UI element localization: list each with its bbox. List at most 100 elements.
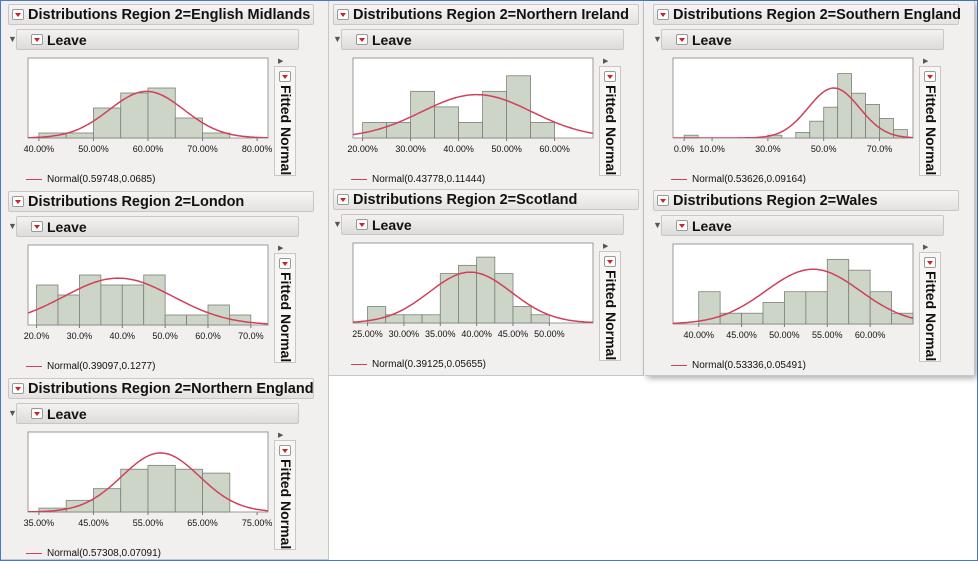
histogram-bar [120, 92, 149, 139]
x-tick-label: 50.0% [811, 144, 837, 154]
x-tick-label: 70.0% [238, 331, 264, 341]
fit-menu-button[interactable] [279, 71, 291, 82]
report-menu-button[interactable] [337, 9, 349, 20]
report-menu-button[interactable] [12, 9, 24, 20]
expand-arrow-icon[interactable]: ▶ [923, 58, 929, 65]
x-tick-label: 60.00% [133, 144, 164, 154]
histogram-bar [698, 291, 721, 325]
collapse-triangle-icon[interactable]: ▼ [8, 34, 17, 44]
report-header[interactable]: Distributions Region 2=Northern Ireland [333, 4, 639, 25]
variable-header[interactable]: Leave [661, 215, 944, 236]
collapse-triangle-icon[interactable]: ▼ [8, 408, 17, 418]
fit-menu-button[interactable] [279, 258, 291, 269]
legend-text: Normal(0.39097,0.1277) [47, 361, 156, 372]
report-header[interactable]: Distributions Region 2=London [8, 191, 314, 212]
report-menu-button[interactable] [337, 194, 349, 205]
fit-menu-button[interactable] [604, 71, 616, 82]
report-header[interactable]: Distributions Region 2=Northern England [8, 378, 314, 399]
fitted-normal-outline[interactable]: Fitted Normal [599, 66, 621, 176]
distribution-report: Distributions Region 2=Northern Ireland ▼… [331, 4, 643, 190]
histogram-bar [207, 304, 230, 326]
expand-arrow-icon[interactable]: ▶ [923, 244, 929, 251]
fitted-normal-outline[interactable]: Fitted Normal [599, 251, 621, 361]
expand-arrow-icon[interactable]: ▶ [278, 432, 284, 439]
variable-name: Leave [692, 31, 732, 48]
variable-menu-button[interactable] [676, 220, 688, 231]
fitted-normal-outline[interactable]: Fitted Normal [274, 253, 296, 363]
variable-header[interactable]: Leave [341, 214, 624, 235]
report-menu-button[interactable] [12, 383, 24, 394]
variable-header[interactable]: Leave [16, 403, 299, 424]
fitted-normal-curve [353, 93, 593, 136]
variable-menu-button[interactable] [356, 219, 368, 230]
variable-menu-button[interactable] [31, 221, 43, 232]
histogram-bar [494, 273, 514, 324]
histogram-bar [809, 120, 825, 139]
variable-menu-button[interactable] [31, 408, 43, 419]
variable-name: Leave [47, 218, 87, 235]
x-tick-label: 70.00% [187, 144, 218, 154]
report-header[interactable]: Distributions Region 2=English Midlands [8, 4, 314, 25]
legend-line-swatch [671, 365, 687, 366]
collapse-triangle-icon[interactable]: ▼ [653, 220, 662, 230]
x-tick-label: 60.00% [539, 144, 570, 154]
histogram-bar [439, 273, 459, 324]
variable-menu-button[interactable] [356, 34, 368, 45]
histogram-bar [403, 314, 423, 324]
report-header[interactable]: Distributions Region 2=Southern England [653, 4, 961, 25]
histogram-bar [762, 302, 785, 325]
variable-header[interactable]: Leave [661, 29, 944, 50]
histogram-bar [229, 314, 252, 326]
fit-legend: Normal(0.39097,0.1277) [26, 361, 155, 372]
x-tick-label: 10.0% [699, 144, 725, 154]
expand-arrow-icon[interactable]: ▶ [603, 58, 609, 65]
variable-header[interactable]: Leave [16, 216, 299, 237]
fit-menu-button[interactable] [924, 257, 936, 268]
histogram-bar [434, 106, 459, 139]
x-tick-label: 55.00% [812, 330, 843, 340]
histogram-bar [848, 269, 871, 325]
variable-menu-button[interactable] [31, 34, 43, 45]
histogram-bar [202, 472, 231, 513]
x-tick-label: 50.00% [534, 329, 565, 339]
variable-name: Leave [47, 405, 87, 422]
collapse-triangle-icon[interactable]: ▼ [333, 34, 342, 44]
fitted-normal-outline[interactable]: Fitted Normal [919, 252, 941, 362]
fitted-normal-outline[interactable]: Fitted Normal [274, 440, 296, 550]
fit-menu-button[interactable] [924, 71, 936, 82]
fit-legend: Normal(0.57308,0.07091) [26, 548, 161, 559]
histogram-bar [93, 488, 122, 513]
fit-menu-button[interactable] [279, 445, 291, 456]
x-tick-label: 75.00% [242, 518, 273, 528]
histogram-bar [837, 73, 853, 139]
report-menu-button[interactable] [657, 9, 669, 20]
report-title: Distributions Region 2=London [28, 193, 245, 210]
expand-arrow-icon[interactable]: ▶ [278, 58, 284, 65]
fit-menu-button[interactable] [604, 256, 616, 267]
expand-arrow-icon[interactable]: ▶ [278, 245, 284, 252]
report-header[interactable]: Distributions Region 2=Wales [653, 190, 959, 211]
expand-arrow-icon[interactable]: ▶ [603, 243, 609, 250]
report-title: Distributions Region 2=Northern Ireland [353, 6, 629, 23]
fitted-normal-outline[interactable]: Fitted Normal [919, 66, 941, 176]
report-header[interactable]: Distributions Region 2=Scotland [333, 189, 639, 210]
fitted-normal-outline[interactable]: Fitted Normal [274, 66, 296, 176]
variable-header[interactable]: Leave [16, 29, 299, 50]
x-tick-label: 80.00% [242, 144, 273, 154]
x-tick-label: 30.0% [67, 331, 93, 341]
histogram-bar [174, 117, 203, 139]
variable-menu-button[interactable] [676, 34, 688, 45]
distribution-report: Distributions Region 2=Wales ▼ Leave ▶ Fitte… [651, 190, 963, 375]
distribution-report: Distributions Region 2=Northern England ▼… [6, 378, 318, 559]
collapse-triangle-icon[interactable]: ▼ [653, 34, 662, 44]
report-title: Distributions Region 2=Northern England [28, 380, 314, 397]
histogram-bar [506, 75, 532, 139]
report-menu-button[interactable] [657, 195, 669, 206]
collapse-triangle-icon[interactable]: ▼ [8, 221, 17, 231]
fitted-normal-label: Fitted Normal [278, 85, 294, 176]
histogram-bar [530, 122, 556, 139]
histogram-bar [57, 294, 80, 326]
variable-header[interactable]: Leave [341, 29, 624, 50]
report-menu-button[interactable] [12, 196, 24, 207]
collapse-triangle-icon[interactable]: ▼ [333, 219, 342, 229]
